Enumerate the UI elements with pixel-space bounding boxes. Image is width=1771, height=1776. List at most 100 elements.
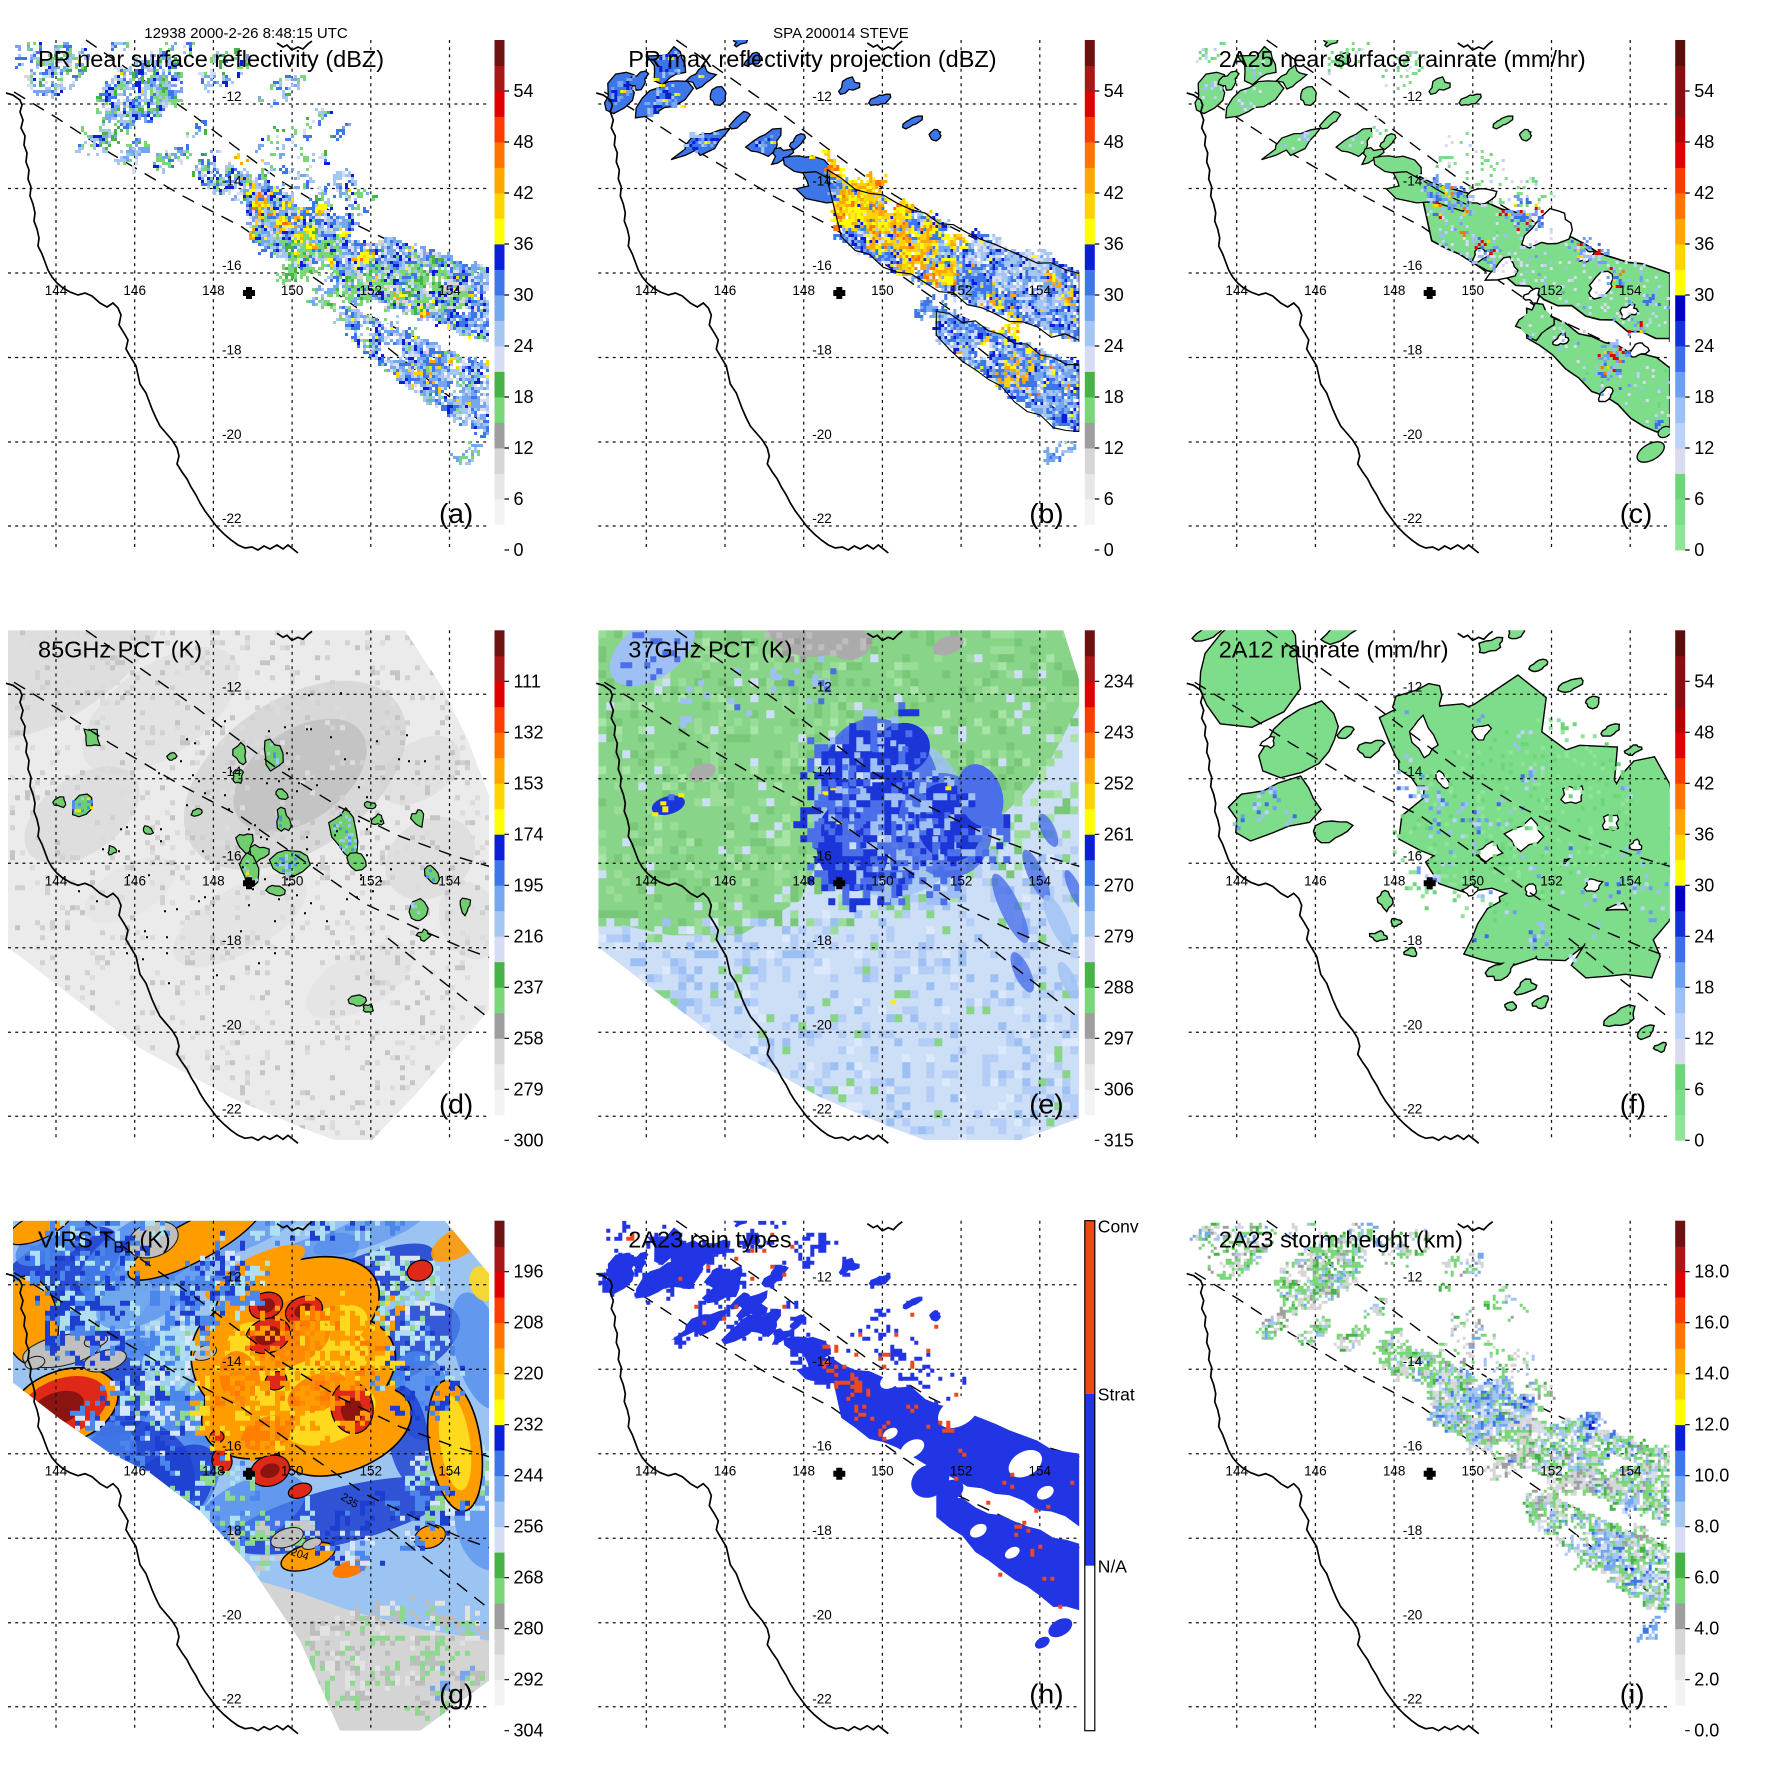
svg-text:-12: -12: [812, 1270, 832, 1285]
svg-text:-12: -12: [222, 679, 242, 694]
svg-text:-18: -18: [812, 1523, 832, 1538]
svg-text:2.0: 2.0: [1694, 1670, 1719, 1690]
svg-text:(i): (i): [1620, 1679, 1645, 1710]
svg-text:6: 6: [1694, 1079, 1704, 1099]
svg-text:24: 24: [1694, 926, 1714, 946]
svg-text:-14: -14: [812, 1354, 832, 1369]
svg-text:24: 24: [1694, 336, 1714, 356]
svg-text:48: 48: [1104, 132, 1124, 152]
svg-text:152: 152: [950, 1464, 973, 1479]
svg-text:12: 12: [1694, 1028, 1714, 1048]
svg-text:42: 42: [514, 183, 534, 203]
svg-text:146: 146: [123, 1464, 146, 1479]
svg-text:111: 111: [514, 671, 541, 691]
svg-text:-22: -22: [812, 511, 832, 526]
svg-text:85GHz PCT (K): 85GHz PCT (K): [38, 636, 202, 662]
svg-text:-20: -20: [1403, 427, 1423, 442]
svg-text:152: 152: [1540, 283, 1563, 298]
svg-text:12: 12: [1104, 438, 1124, 458]
svg-text:-12: -12: [222, 89, 242, 104]
svg-text:204: 204: [289, 1546, 310, 1563]
svg-text:0: 0: [1694, 1130, 1704, 1150]
svg-text:-14: -14: [1403, 1354, 1423, 1369]
svg-text:12938 2000-2-26 8:48:15 UTC: 12938 2000-2-26 8:48:15 UTC: [144, 25, 348, 42]
svg-text:16.0: 16.0: [1694, 1313, 1729, 1333]
svg-text:152: 152: [360, 1464, 383, 1479]
svg-text:152: 152: [950, 873, 973, 888]
svg-text:144: 144: [1225, 1464, 1248, 1479]
svg-text:279: 279: [1104, 926, 1134, 946]
svg-text:(e): (e): [1029, 1088, 1063, 1119]
svg-text:0: 0: [1694, 540, 1704, 560]
svg-text:18: 18: [1694, 977, 1714, 997]
svg-text:-18: -18: [812, 933, 832, 948]
svg-text:148: 148: [1383, 873, 1406, 888]
svg-text:6: 6: [1694, 489, 1704, 509]
svg-text:148: 148: [792, 283, 815, 298]
svg-text:-20: -20: [1403, 1608, 1423, 1623]
svg-text:146: 146: [1304, 283, 1327, 298]
svg-text:8.0: 8.0: [1694, 1517, 1719, 1537]
svg-text:153: 153: [514, 773, 544, 793]
svg-text:14.0: 14.0: [1694, 1364, 1729, 1384]
svg-text:-22: -22: [222, 511, 242, 526]
svg-text:279: 279: [514, 1079, 544, 1099]
svg-text:-22: -22: [222, 1692, 242, 1707]
svg-text:-22: -22: [1403, 1692, 1423, 1707]
svg-text:(f): (f): [1620, 1088, 1646, 1119]
svg-text:-14: -14: [222, 174, 242, 189]
svg-text:42: 42: [1694, 773, 1714, 793]
svg-text:-12: -12: [1403, 89, 1423, 104]
svg-text:6: 6: [514, 489, 524, 509]
svg-text:261: 261: [1104, 824, 1134, 844]
svg-text:54: 54: [514, 81, 534, 101]
svg-text:146: 146: [123, 283, 146, 298]
svg-text:-20: -20: [222, 1608, 242, 1623]
svg-text:0: 0: [1104, 540, 1114, 560]
svg-text:243: 243: [1104, 722, 1134, 742]
svg-text:152: 152: [360, 873, 383, 888]
svg-text:-16: -16: [1403, 258, 1423, 273]
svg-text:280: 280: [514, 1619, 544, 1639]
svg-text:12.0: 12.0: [1694, 1415, 1729, 1435]
svg-text:154: 154: [1029, 283, 1052, 298]
svg-text:10.0: 10.0: [1694, 1466, 1729, 1486]
svg-text:-22: -22: [812, 1692, 832, 1707]
svg-text:288: 288: [1104, 977, 1134, 997]
svg-text:-22: -22: [1403, 511, 1423, 526]
svg-text:37GHz PCT (K): 37GHz PCT (K): [628, 636, 792, 662]
svg-text:54: 54: [1694, 671, 1714, 691]
svg-text:Strat: Strat: [1098, 1385, 1135, 1405]
svg-text:(g): (g): [439, 1679, 473, 1710]
svg-text:150: 150: [871, 283, 894, 298]
svg-text:36: 36: [514, 234, 534, 254]
svg-text:132: 132: [514, 722, 544, 742]
svg-text:297: 297: [1104, 1028, 1134, 1048]
svg-text:258: 258: [514, 1028, 544, 1048]
svg-text:PR near surface reflectivity (: PR near surface reflectivity (dBZ): [38, 46, 384, 72]
svg-text:18: 18: [514, 387, 534, 407]
svg-text:54: 54: [1694, 81, 1714, 101]
svg-text:12: 12: [514, 438, 534, 458]
svg-text:154: 154: [438, 283, 461, 298]
svg-text:2A12 rainrate (mm/hr): 2A12 rainrate (mm/hr): [1219, 636, 1449, 662]
svg-text:-12: -12: [812, 89, 832, 104]
svg-text:-14: -14: [1403, 174, 1423, 189]
svg-text:154: 154: [1619, 873, 1642, 888]
svg-text:146: 146: [714, 1464, 737, 1479]
svg-text:146: 146: [1304, 1464, 1327, 1479]
svg-text:208: 208: [514, 1313, 544, 1333]
svg-text:268: 268: [514, 1568, 544, 1588]
svg-text:270: 270: [1104, 875, 1134, 895]
svg-text:150: 150: [281, 1464, 304, 1479]
svg-text:196: 196: [514, 1262, 544, 1282]
svg-text:(b): (b): [1029, 498, 1063, 529]
svg-text:152: 152: [1540, 1464, 1563, 1479]
svg-text:144: 144: [45, 283, 68, 298]
svg-text:146: 146: [1304, 873, 1327, 888]
svg-text:144: 144: [635, 283, 658, 298]
svg-text:292: 292: [514, 1670, 544, 1690]
svg-text:(a): (a): [439, 498, 473, 529]
svg-text:0.0: 0.0: [1694, 1721, 1719, 1741]
svg-text:152: 152: [360, 283, 383, 298]
